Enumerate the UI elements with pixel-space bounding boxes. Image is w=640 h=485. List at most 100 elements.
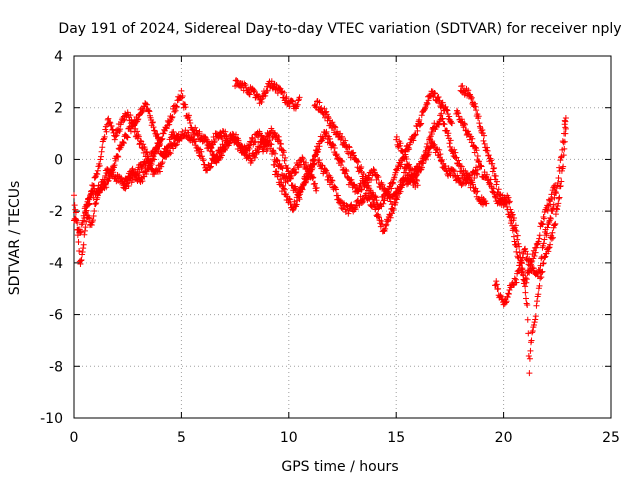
data-point <box>405 144 412 151</box>
data-point <box>328 177 335 184</box>
data-point <box>210 151 217 158</box>
data-point <box>483 147 490 154</box>
data-point <box>258 132 265 139</box>
data-point <box>473 107 480 114</box>
data-point <box>92 201 99 208</box>
data-point <box>192 124 199 131</box>
data-point <box>198 148 205 155</box>
data-point <box>327 174 334 181</box>
data-point <box>535 291 542 298</box>
data-point <box>149 119 156 126</box>
data-point <box>472 103 479 110</box>
data-point <box>562 125 569 132</box>
data-point <box>519 254 526 261</box>
data-point <box>286 195 293 202</box>
data-point <box>258 99 265 106</box>
x-tick-label: 5 <box>177 430 186 446</box>
data-point <box>417 121 424 128</box>
data-point <box>289 98 296 105</box>
data-point <box>311 180 318 187</box>
data-point <box>310 161 317 168</box>
data-point <box>541 215 548 222</box>
data-point <box>80 217 87 224</box>
data-point <box>172 107 179 114</box>
data-point <box>512 227 519 234</box>
data-point <box>380 227 387 234</box>
data-point <box>435 121 442 128</box>
data-point <box>484 147 491 154</box>
data-point <box>532 249 539 256</box>
data-point <box>443 106 450 113</box>
data-point <box>506 198 513 205</box>
data-point <box>323 128 330 135</box>
data-point <box>493 278 500 285</box>
data-point <box>132 168 139 175</box>
data-point <box>173 104 180 111</box>
data-point <box>447 137 454 144</box>
data-point <box>545 244 552 251</box>
data-point <box>194 132 201 139</box>
data-point <box>121 181 128 188</box>
data-series <box>457 82 559 290</box>
data-point <box>527 347 534 354</box>
data-point <box>78 228 85 235</box>
data-point <box>515 268 522 275</box>
y-tick-label: -4 <box>49 256 63 272</box>
data-point <box>304 174 311 181</box>
data-point <box>246 145 253 152</box>
data-point <box>384 218 391 225</box>
data-point <box>139 178 146 185</box>
data-point <box>299 154 306 161</box>
data-point <box>493 178 500 185</box>
data-point <box>347 177 354 184</box>
data-point <box>489 168 496 175</box>
data-point <box>538 255 545 262</box>
data-point <box>211 139 218 146</box>
data-point <box>313 187 320 194</box>
data-point <box>379 181 386 188</box>
data-point <box>548 191 555 198</box>
data-point <box>558 153 565 160</box>
data-point <box>199 153 206 160</box>
data-point <box>325 113 332 120</box>
data-point <box>120 184 127 191</box>
data-point <box>478 163 485 170</box>
data-point <box>246 91 253 98</box>
data-point <box>155 143 162 150</box>
data-layer <box>71 77 569 377</box>
data-point <box>523 300 530 307</box>
data-point <box>160 130 167 137</box>
data-point <box>376 214 383 221</box>
data-point <box>332 124 339 131</box>
data-point <box>162 154 169 161</box>
data-point <box>490 165 497 172</box>
data-point <box>362 176 369 183</box>
data-point <box>120 117 127 124</box>
data-point <box>294 101 301 108</box>
data-point <box>481 140 488 147</box>
data-point <box>187 120 194 127</box>
data-point <box>156 142 163 149</box>
data-point <box>465 87 472 94</box>
data-point <box>100 181 107 188</box>
data-point <box>233 131 240 138</box>
data-point <box>512 276 519 283</box>
data-point <box>416 116 423 123</box>
data-point <box>173 141 180 148</box>
data-point <box>390 206 397 213</box>
data-point <box>380 200 387 207</box>
data-point <box>234 78 241 85</box>
data-point <box>536 232 543 239</box>
data-series <box>232 77 303 112</box>
data-point <box>101 133 108 140</box>
data-point <box>477 162 484 169</box>
data-point <box>118 142 125 149</box>
data-point <box>159 159 166 166</box>
data-point <box>105 115 112 122</box>
data-point <box>519 271 526 278</box>
data-point <box>516 243 523 250</box>
data-point <box>91 208 98 215</box>
data-point <box>338 157 345 164</box>
data-point <box>150 124 157 131</box>
